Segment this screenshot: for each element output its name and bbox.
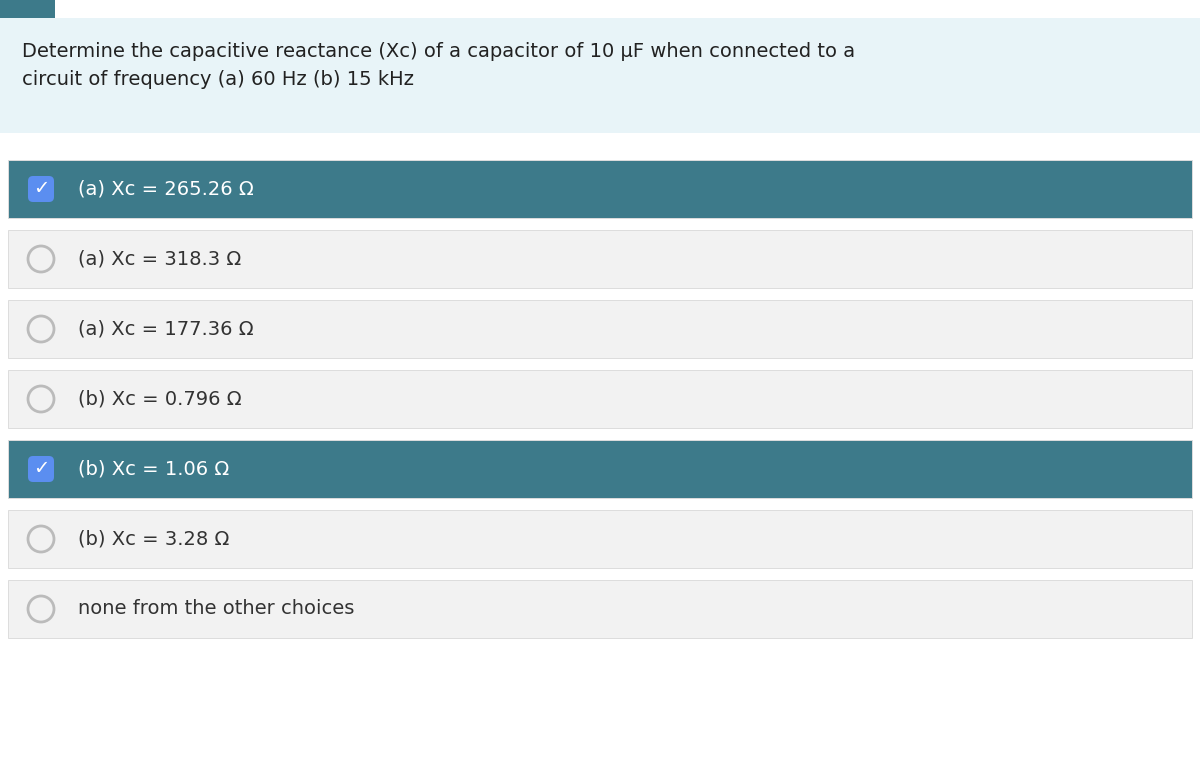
FancyBboxPatch shape <box>8 510 1192 568</box>
FancyBboxPatch shape <box>8 300 1192 358</box>
Text: (b) Xc = 0.796 Ω: (b) Xc = 0.796 Ω <box>78 389 241 408</box>
FancyBboxPatch shape <box>28 456 54 482</box>
FancyBboxPatch shape <box>8 160 1192 218</box>
FancyBboxPatch shape <box>8 580 1192 638</box>
FancyBboxPatch shape <box>0 18 1200 133</box>
Text: (a) Xc = 265.26 Ω: (a) Xc = 265.26 Ω <box>78 179 253 199</box>
FancyBboxPatch shape <box>8 230 1192 288</box>
FancyBboxPatch shape <box>0 0 55 18</box>
Text: (a) Xc = 318.3 Ω: (a) Xc = 318.3 Ω <box>78 250 241 269</box>
Text: (b) Xc = 1.06 Ω: (b) Xc = 1.06 Ω <box>78 459 229 478</box>
FancyBboxPatch shape <box>8 440 1192 498</box>
Text: ✓: ✓ <box>32 459 49 478</box>
FancyBboxPatch shape <box>8 370 1192 428</box>
Text: (b) Xc = 3.28 Ω: (b) Xc = 3.28 Ω <box>78 530 229 549</box>
Text: Determine the capacitive reactance (Xc) of a capacitor of 10 μF when connected t: Determine the capacitive reactance (Xc) … <box>22 42 856 89</box>
Text: none from the other choices: none from the other choices <box>78 600 354 619</box>
Text: ✓: ✓ <box>32 179 49 199</box>
Text: (a) Xc = 177.36 Ω: (a) Xc = 177.36 Ω <box>78 320 253 339</box>
FancyBboxPatch shape <box>28 176 54 202</box>
